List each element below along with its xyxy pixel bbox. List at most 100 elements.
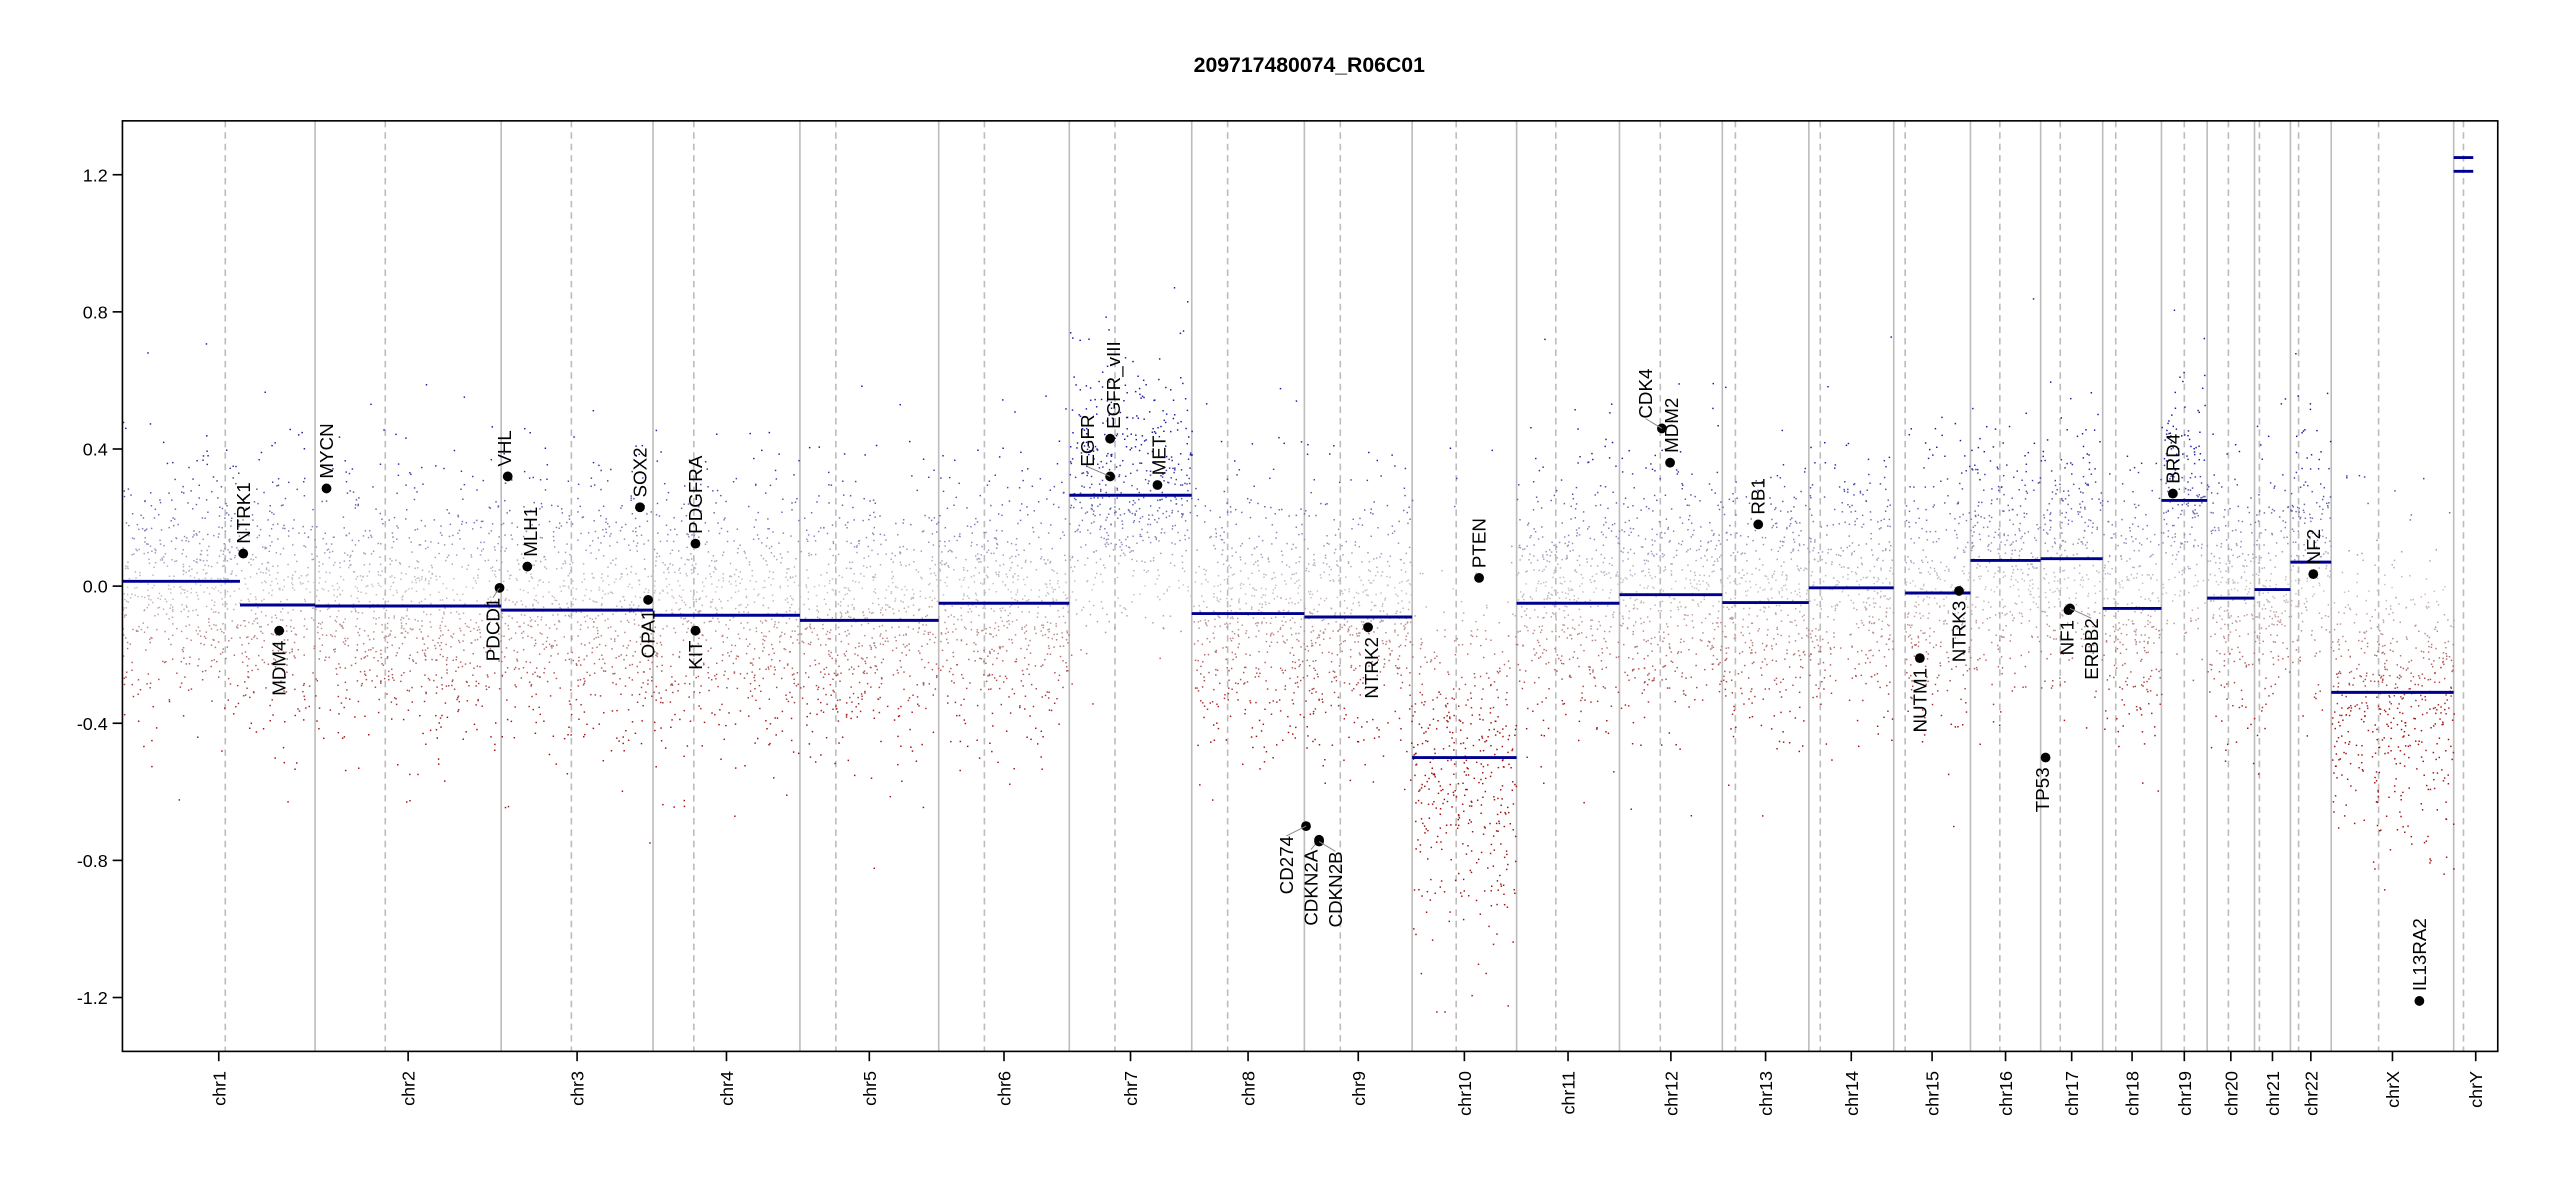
probe-point [494,549,496,551]
probe-point [1125,416,1128,419]
probe-point [495,603,498,605]
probe-point [1080,649,1082,651]
probe-point [655,429,658,432]
probe-point [223,558,226,560]
probe-point [1279,710,1282,712]
probe-point [769,484,772,487]
probe-point [897,534,899,536]
probe-point [1289,597,1291,600]
probe-point [598,658,601,661]
probe-point [1165,469,1168,472]
probe-point [714,713,716,716]
probe-point [525,572,527,574]
probe-point [445,659,448,661]
probe-point [1194,581,1197,583]
probe-point [418,544,421,546]
probe-point [655,654,657,656]
probe-point [1119,411,1122,414]
probe-point [1272,468,1275,471]
probe-point [1189,454,1192,456]
probe-point [567,614,570,617]
probe-point [789,576,792,578]
probe-point [251,514,254,516]
probe-point [745,606,747,609]
probe-point [403,671,405,674]
probe-point [1001,504,1004,506]
probe-point [1091,504,1093,506]
probe-point [252,559,255,561]
probe-point [477,577,479,579]
probe-point [566,773,569,775]
probe-point [880,609,882,611]
probe-point [636,607,639,610]
probe-point [976,544,978,546]
probe-point [392,594,395,597]
probe-point [151,765,153,768]
probe-point [417,561,420,563]
probe-point [243,620,245,622]
probe-point [528,705,530,708]
probe-point [575,611,577,614]
probe-point [1096,449,1099,451]
probe-point [397,527,399,529]
probe-point [313,607,315,609]
probe-point [589,674,591,677]
probe-point [936,523,938,525]
probe-point [180,610,183,613]
probe-point [978,561,980,563]
probe-point [231,546,233,548]
probe-point [567,606,569,609]
probe-point [879,564,882,566]
probe-point [767,528,769,530]
probe-point [308,705,311,708]
probe-point [611,592,614,595]
probe-point [222,553,225,555]
probe-point [869,565,872,568]
probe-point [422,732,424,735]
probe-point [133,537,135,540]
probe-point [327,548,330,551]
probe-point [1145,470,1148,472]
probe-point [445,643,447,646]
probe-point [1110,401,1113,404]
probe-point [504,499,506,502]
probe-point [597,537,599,539]
probe-point [213,604,216,607]
probe-point [455,611,458,613]
probe-point [428,580,430,582]
probe-point [674,680,676,682]
probe-point [589,544,591,547]
probe-point [543,555,546,558]
probe-point [168,526,170,529]
probe-point [226,590,229,593]
probe-point [832,689,834,692]
probe-point [653,592,656,594]
probe-point [180,585,182,588]
probe-point [997,573,1000,576]
probe-point [182,566,185,568]
probe-point [786,568,788,570]
probe-point [862,658,864,660]
probe-point [318,707,321,709]
probe-point [1230,511,1232,513]
probe-point [272,565,274,568]
probe-point [1049,622,1052,624]
probe-point [543,671,545,674]
probe-point [656,655,658,658]
probe-point [302,684,305,687]
probe-point [944,632,947,635]
probe-point [332,468,334,470]
probe-point [1095,550,1098,552]
probe-point [455,670,457,672]
probe-point [687,620,690,622]
probe-point [1011,597,1013,599]
probe-point [468,685,470,687]
probe-point [988,688,990,691]
probe-point [1105,491,1108,494]
probe-point [501,674,504,677]
probe-point [221,598,223,600]
probe-point [846,527,848,529]
probe-point [303,618,306,620]
probe-point [638,453,640,456]
probe-point [1024,583,1026,586]
